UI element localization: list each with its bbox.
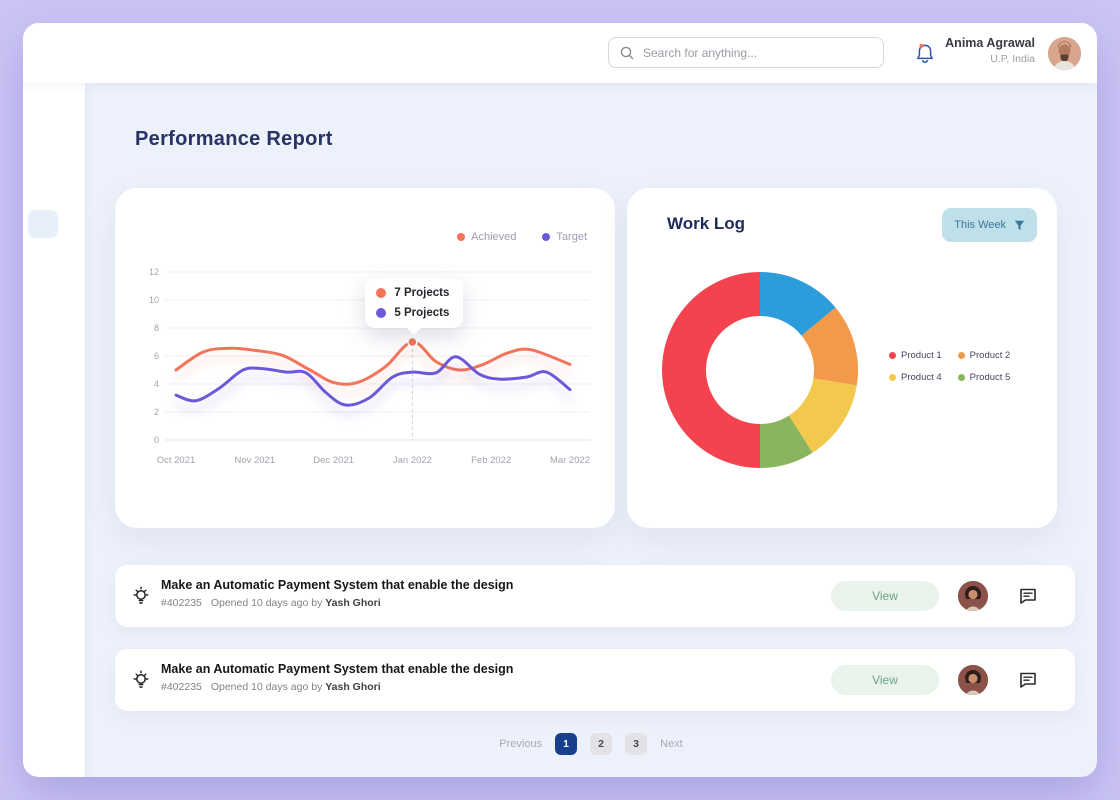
svg-text:2: 2: [154, 407, 159, 417]
pagination-page-3[interactable]: 3: [625, 733, 647, 755]
svg-text:12: 12: [149, 267, 159, 277]
legend-product-2: Product 2: [958, 350, 1011, 361]
task-opened: Opened 10 days ago by: [211, 597, 323, 609]
target-dot: [542, 233, 550, 241]
svg-text:10: 10: [149, 295, 159, 305]
legend-target: Target: [542, 231, 587, 243]
top-header: Anima Agrawal U.P, India: [23, 23, 1097, 83]
comment-icon[interactable]: [1018, 586, 1038, 606]
search-input[interactable]: [643, 46, 873, 60]
svg-text:8: 8: [154, 323, 159, 333]
view-button[interactable]: View: [831, 581, 939, 611]
this-week-filter-button[interactable]: This Week: [942, 208, 1037, 242]
user-meta: Anima Agrawal U.P, India: [945, 36, 1035, 65]
pagination-previous[interactable]: Previous: [499, 738, 542, 750]
search-box[interactable]: [608, 37, 884, 68]
task-ticket: #402235: [161, 681, 202, 693]
svg-text:0: 0: [154, 435, 159, 445]
this-week-label: This Week: [954, 219, 1006, 231]
task-title: Make an Automatic Payment System that en…: [161, 662, 513, 676]
tooltip-target: 5 Projects: [376, 307, 449, 319]
task-avatar[interactable]: [958, 665, 988, 695]
task-row: Make an Automatic Payment System that en…: [115, 649, 1075, 711]
notification-dot: [919, 44, 923, 48]
task-avatar[interactable]: [958, 581, 988, 611]
task-text: Make an Automatic Payment System that en…: [161, 578, 513, 609]
achieved-dot: [457, 233, 465, 241]
sidebar: [23, 83, 85, 777]
svg-text:Dec 2021: Dec 2021: [313, 455, 354, 466]
filter-icon: [1014, 220, 1025, 231]
task-row: Make an Automatic Payment System that en…: [115, 565, 1075, 627]
legend-product-4: Product 4: [889, 372, 942, 383]
tooltip-achieved: 7 Projects: [376, 287, 449, 299]
donut-chart: [660, 270, 860, 470]
line-chart-legend: Achieved Target: [457, 231, 587, 243]
svg-text:Jan 2022: Jan 2022: [393, 455, 432, 466]
task-author: Yash Ghori: [325, 681, 380, 693]
svg-text:6: 6: [154, 351, 159, 361]
chart-tooltip: 7 Projects 5 Projects: [365, 278, 463, 328]
legend-achieved-label: Achieved: [471, 231, 516, 243]
task-subtitle: #402235 Opened 10 days ago by Yash Ghori: [161, 681, 513, 693]
work-log-title: Work Log: [667, 214, 745, 234]
legend-product-1: Product 1: [889, 350, 942, 361]
pagination-page-2[interactable]: 2: [590, 733, 612, 755]
task-title: Make an Automatic Payment System that en…: [161, 578, 513, 592]
comment-icon[interactable]: [1018, 670, 1038, 690]
task-text: Make an Automatic Payment System that en…: [161, 662, 513, 693]
svg-text:Nov 2021: Nov 2021: [234, 455, 275, 466]
user-location: U.P, India: [945, 53, 1035, 65]
svg-text:Oct 2021: Oct 2021: [157, 455, 196, 466]
pagination-next[interactable]: Next: [660, 738, 683, 750]
search-icon: [619, 45, 635, 61]
idea-bulb-icon: [129, 668, 153, 692]
legend-achieved: Achieved: [457, 231, 516, 243]
performance-chart-card: Achieved Target 12 10 8 6 4 2 0 Oct 2021 Nov 202…: [115, 188, 615, 528]
task-author: Yash Ghori: [325, 597, 380, 609]
pagination-page-1[interactable]: 1: [555, 733, 577, 755]
sidebar-active-item[interactable]: [28, 210, 58, 238]
task-subtitle: #402235 Opened 10 days ago by Yash Ghori: [161, 597, 513, 609]
main-content: Performance Report Achieved Target 12108…: [85, 83, 1097, 777]
work-log-card: Work Log This Week Product 1 Product 2: [627, 188, 1057, 528]
app-window: Anima Agrawal U.P, India Performance Rep…: [23, 23, 1097, 777]
task-opened: Opened 10 days ago by: [211, 681, 323, 693]
legend-product-5: Product 5: [958, 372, 1011, 383]
user-name: Anima Agrawal: [945, 36, 1035, 50]
svg-text:Feb 2022: Feb 2022: [471, 455, 511, 466]
notification-bell-icon[interactable]: [912, 41, 938, 67]
idea-bulb-icon: [129, 584, 153, 608]
view-button[interactable]: View: [831, 665, 939, 695]
donut-legend: Product 1 Product 2 Product 4 Product 5: [889, 350, 1010, 383]
svg-text:4: 4: [154, 379, 159, 389]
pagination: Previous 1 2 3 Next: [85, 733, 1097, 755]
page-title: Performance Report: [135, 128, 333, 151]
legend-target-label: Target: [556, 231, 587, 243]
svg-text:Mar 2022: Mar 2022: [550, 455, 590, 466]
task-ticket: #402235: [161, 597, 202, 609]
user-avatar[interactable]: [1048, 37, 1081, 70]
